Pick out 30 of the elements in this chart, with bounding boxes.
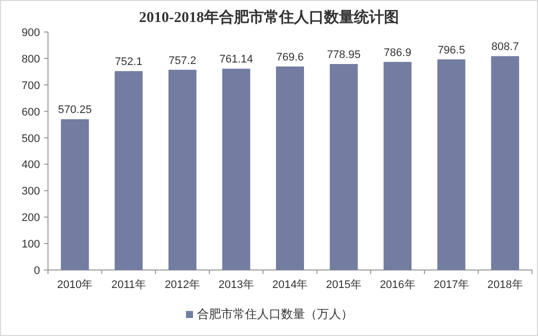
data-label: 786.9 — [384, 46, 412, 59]
ytick-label: 900 — [22, 27, 40, 39]
data-label: 752.1 — [114, 56, 142, 68]
xtick-label: 2018年 — [487, 279, 523, 291]
data-label: 796.5 — [438, 44, 466, 56]
ytick-label: 200 — [22, 212, 40, 224]
xtick-label: 2017年 — [434, 279, 470, 291]
xtick-label: 2014年 — [272, 279, 308, 291]
ytick-label: 800 — [22, 53, 40, 66]
xtick-label: 2013年 — [218, 279, 254, 291]
xtick-label: 2012年 — [164, 279, 200, 291]
data-label: 808.7 — [491, 41, 519, 54]
ytick-label: 500 — [22, 132, 40, 145]
data-label: 570.25 — [58, 104, 92, 116]
ytick-label: 400 — [22, 159, 40, 172]
data-label: 757.2 — [168, 54, 196, 67]
title: 2010-2018年合肥市常住人口数量统计图 — [139, 10, 399, 26]
legend-label: 合肥市常住人口数量（万人） — [197, 307, 353, 321]
xtick-label: 2016年 — [380, 279, 416, 291]
ytick-label: 700 — [22, 80, 40, 92]
xtick-label: 2010年 — [57, 279, 93, 291]
ytick-label: 600 — [22, 106, 40, 118]
ytick-label: 0 — [34, 265, 40, 277]
data-label: 761.14 — [219, 54, 254, 66]
ytick-label: 100 — [22, 238, 40, 251]
xtick-label: 2015年 — [326, 279, 362, 291]
ytick-label: 300 — [22, 186, 40, 198]
xtick-label: 2011年 — [111, 279, 146, 291]
data-label: 769.6 — [276, 51, 304, 64]
data-label: 778.95 — [326, 49, 361, 61]
